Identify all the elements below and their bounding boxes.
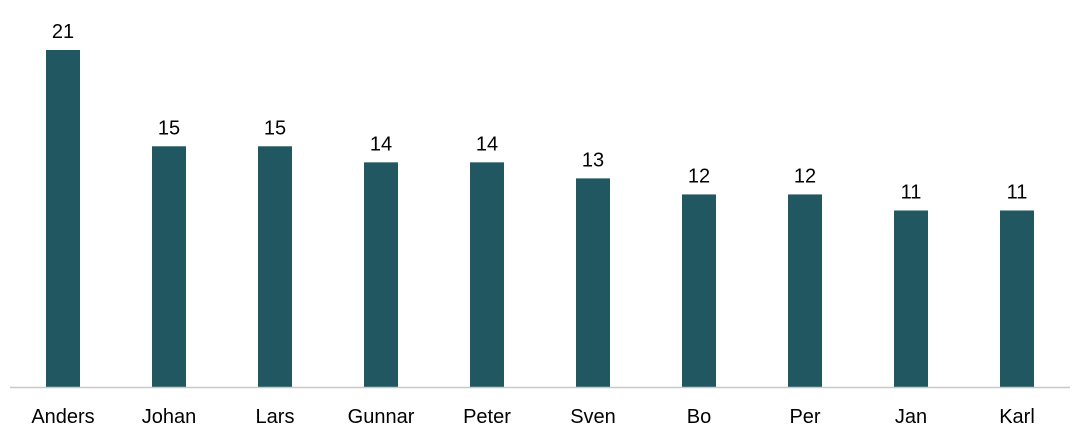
category-label-sven: Sven: [570, 406, 616, 428]
category-label-lars: Lars: [256, 406, 295, 428]
category-label-gunnar: Gunnar: [348, 406, 415, 428]
category-label-peter: Peter: [463, 406, 511, 428]
bar-peter: [470, 162, 504, 387]
category-label-jan: Jan: [895, 406, 927, 428]
category-labels-group: Anders Johan Lars Gunnar Peter Sven Bo Per Jan Ka…: [31, 406, 1034, 428]
bar-lars: [258, 146, 292, 387]
value-label-gunnar: 14: [370, 133, 392, 155]
value-label-peter: 14: [476, 133, 498, 155]
value-label-anders: 21: [52, 21, 74, 43]
value-label-bo: 12: [688, 165, 710, 187]
bar-bo: [682, 194, 716, 387]
value-label-per: 12: [794, 165, 816, 187]
bar-sven: [576, 178, 610, 387]
category-label-bo: Bo: [687, 406, 711, 428]
value-labels-group: 21 15 15 14 14 13 12 12 11 11: [52, 21, 1028, 203]
category-label-per: Per: [789, 406, 820, 428]
bar-jan: [894, 210, 928, 387]
bars-group: [46, 50, 1034, 387]
bar-johan: [152, 146, 186, 387]
value-label-karl: 11: [1007, 181, 1028, 203]
value-label-jan: 11: [901, 181, 922, 203]
value-label-sven: 13: [582, 149, 604, 171]
category-label-anders: Anders: [31, 406, 94, 428]
bar-anders: [46, 50, 80, 387]
category-label-johan: Johan: [142, 406, 197, 428]
bar-per: [788, 194, 822, 387]
value-label-johan: 15: [158, 117, 180, 139]
bar-karl: [1000, 210, 1034, 387]
value-label-lars: 15: [264, 117, 286, 139]
category-label-karl: Karl: [999, 406, 1035, 428]
bar-gunnar: [364, 162, 398, 387]
